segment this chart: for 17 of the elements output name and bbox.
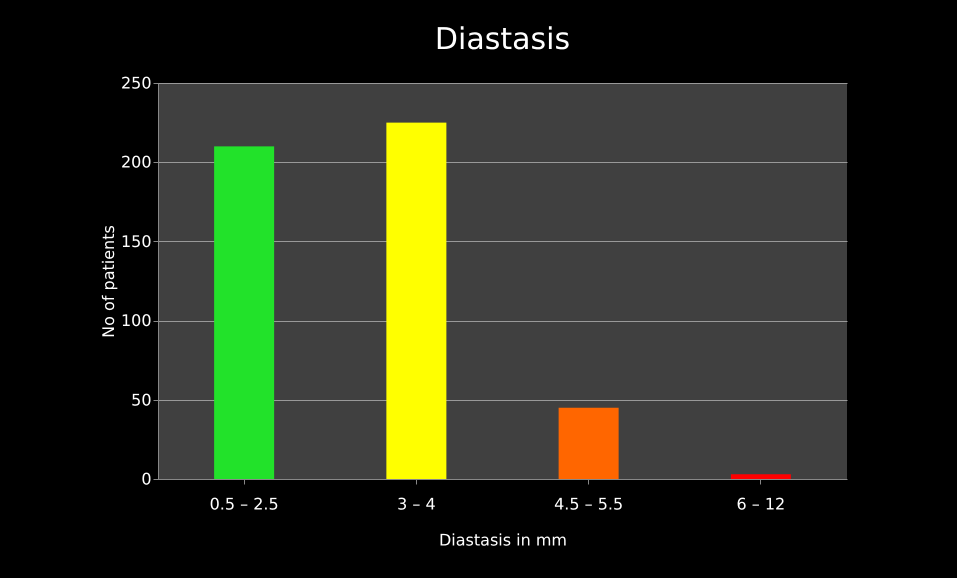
- y-tick-label: 150: [120, 232, 152, 251]
- x-tick-label: 3 – 4: [397, 494, 436, 514]
- bar: [214, 146, 274, 479]
- chart-title: Diastasis: [434, 22, 570, 57]
- bar: [386, 122, 446, 479]
- y-tick-label: 200: [120, 152, 152, 172]
- x-tick-label: 0.5 – 2.5: [210, 494, 279, 514]
- x-tick-label: 6 – 12: [736, 494, 786, 514]
- x-axis-title: Diastasis in mm: [438, 530, 568, 550]
- x-tick-label: 4.5 – 5.5: [554, 494, 624, 514]
- bar: [730, 474, 791, 479]
- y-axis-title: No of patients: [98, 225, 118, 338]
- y-tick-label: 50: [131, 390, 152, 410]
- y-tick-label: 250: [120, 74, 152, 92]
- y-tick-label: 100: [120, 311, 152, 330]
- y-tick-label: 0: [141, 470, 152, 488]
- bar: [558, 408, 619, 479]
